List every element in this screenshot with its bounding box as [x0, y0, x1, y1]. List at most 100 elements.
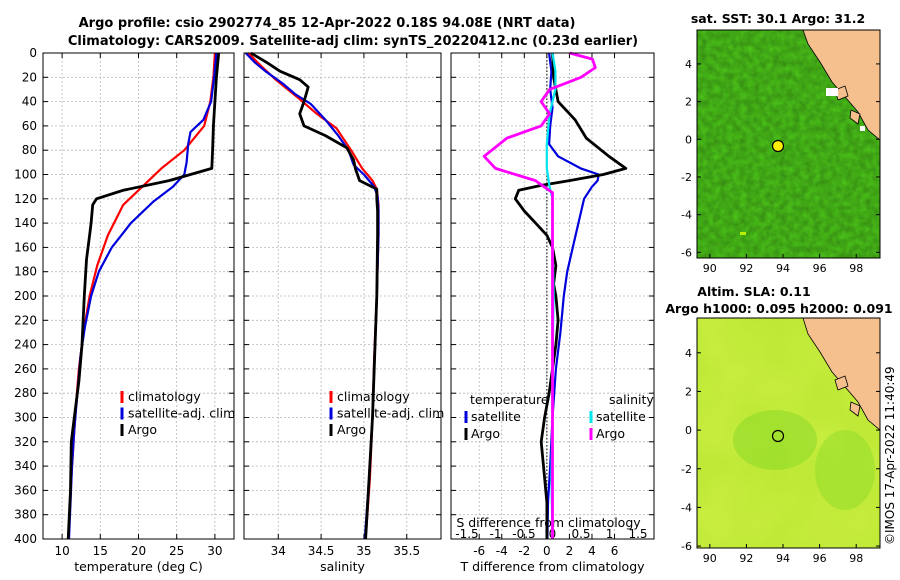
y-tick-label: 320	[14, 435, 37, 449]
x-tick-label: 10	[54, 544, 69, 558]
legend-label: climatology	[337, 389, 410, 404]
sla-green-patch-2	[815, 430, 875, 510]
x-tick-label: 4	[588, 544, 596, 558]
map-y-tick-label: 4	[685, 347, 692, 360]
x-tick-label: 35	[356, 544, 371, 558]
sst-missing-pixels	[826, 88, 838, 96]
series-line-argo	[66, 52, 221, 540]
series-line-t-argo	[513, 52, 628, 539]
x-tick-label: 20	[131, 544, 146, 558]
salinity-panel: 34 34.5 35 35.5 salinity climatology satellite…	[243, 51, 444, 574]
x-tick-label: 34.5	[308, 544, 335, 558]
map-y-tick-label: -6	[681, 540, 692, 553]
sst-map: sat. SST: 30.1 Argo: 31.2 90 92 94 96 98 4 2 0 -…	[681, 11, 881, 275]
map-y-tick-label: -4	[681, 209, 692, 222]
sla-map-title-1: Altim. SLA: 0.11	[697, 284, 810, 299]
sla-island-2	[849, 401, 861, 417]
map-y-tick-label: -6	[681, 246, 692, 259]
x-tick-label: 35.5	[393, 544, 420, 558]
legend-label: satellite	[471, 409, 521, 424]
y-tick-label: 380	[14, 508, 37, 522]
s-axis-label: S difference from climatology	[456, 515, 641, 530]
x-tick-label: 30	[207, 544, 222, 558]
x-tick-label: 6	[611, 544, 619, 558]
map-x-tick-label: 98	[849, 552, 863, 565]
y-tick-label: 120	[14, 192, 37, 206]
sst-missing-pixels-2	[860, 126, 865, 131]
x-axis-label: T difference from climatology	[459, 559, 645, 574]
legend-label: Argo	[337, 422, 366, 437]
imos-credit: ©IMOS 17-Apr-2022 11:40:49	[883, 366, 897, 545]
title-line-1: Argo profile: csio 2902774_85 12-Apr-202…	[79, 16, 576, 31]
sla-map-title-2: Argo h1000: 0.095 h2000: 0.091	[665, 301, 892, 316]
map-x-tick-label: 98	[849, 262, 863, 275]
y-tick-label: 180	[14, 265, 37, 279]
map-x-tick-label: 96	[813, 262, 827, 275]
s-tick-label: 0.5	[571, 527, 590, 541]
legend-label: Argo	[128, 422, 157, 437]
map-x-tick-label: 92	[739, 262, 753, 275]
map-x-tick-label: 92	[739, 552, 753, 565]
y-tick-label: 400	[14, 532, 37, 546]
plot-frame	[42, 52, 235, 540]
map-y-tick-label: 0	[685, 133, 692, 146]
x-tick-label: 0	[543, 544, 551, 558]
map-y-tick-label: 2	[685, 96, 692, 109]
s-tick-label: -0.5	[512, 527, 535, 541]
y-tick-label: 240	[14, 338, 37, 352]
y-tick-label: 20	[22, 70, 37, 84]
legend-label: Argo	[471, 426, 500, 441]
x-tick-label: -2	[518, 544, 530, 558]
series-line-t-satellite	[546, 52, 600, 540]
x-tick-label: 15	[93, 544, 108, 558]
map-y-tick-label: -4	[681, 501, 692, 514]
x-tick-label: -6	[473, 544, 485, 558]
map-y-tick-label: 4	[685, 58, 692, 71]
y-tick-label: 100	[14, 168, 37, 182]
legend-title-temperature: temperature	[470, 392, 549, 407]
sla-map-frame	[696, 317, 881, 549]
difference-panel: -6 -4 -2 0 2 4 6T difference from climatology S…	[450, 51, 655, 574]
y-tick-label: 260	[14, 362, 37, 376]
y-tick-label: 220	[14, 313, 37, 327]
y-tick-label: 160	[14, 240, 37, 254]
y-tick-label: 200	[14, 289, 37, 303]
legend-label: satellite-adj. clim	[128, 406, 235, 421]
legend-title-salinity: salinity	[609, 392, 654, 407]
x-tick-label: 2	[566, 544, 574, 558]
x-tick-label: 25	[169, 544, 184, 558]
y-tick-label: 360	[14, 483, 37, 497]
y-tick-label: 140	[14, 216, 37, 230]
sla-map: Altim. SLA: 0.11 Argo h1000: 0.095 h2000…	[665, 284, 892, 565]
y-tick-label: 340	[14, 459, 37, 473]
x-tick-label: -4	[496, 544, 508, 558]
x-axis-label: temperature (deg C)	[74, 559, 203, 574]
legend-label: satellite-adj. clim	[337, 406, 444, 421]
y-tick-label: 0	[29, 46, 37, 60]
title-line-2: Climatology: CARS2009. Satellite-adj cli…	[68, 34, 638, 49]
x-axis-label: salinity	[320, 559, 365, 574]
sst-map-frame	[696, 29, 881, 259]
sst-argo-marker	[771, 139, 785, 153]
series-line-s-argo	[482, 51, 597, 539]
plot-frame	[450, 52, 655, 540]
s-tick-label: 1	[606, 527, 614, 541]
map-x-tick-label: 94	[776, 262, 790, 275]
y-tick-label: 60	[22, 119, 37, 133]
x-tick-label: 34	[271, 544, 286, 558]
map-y-tick-label: -2	[681, 463, 692, 476]
map-x-tick-label: 96	[813, 552, 827, 565]
map-x-tick-label: 90	[703, 552, 717, 565]
sla-island-1	[834, 375, 849, 391]
legend-label: satellite	[596, 409, 646, 424]
legend-label: Argo	[596, 426, 625, 441]
map-y-tick-label: 2	[685, 385, 692, 398]
y-tick-label: 280	[14, 386, 37, 400]
y-tick-label: 80	[22, 143, 37, 157]
map-x-tick-label: 90	[703, 262, 717, 275]
sst-cool-patch	[740, 232, 746, 235]
y-tick-label: 300	[14, 411, 37, 425]
series-line-argo	[250, 51, 379, 540]
y-tick-label: 40	[22, 95, 37, 109]
sla-argo-marker	[771, 429, 785, 443]
